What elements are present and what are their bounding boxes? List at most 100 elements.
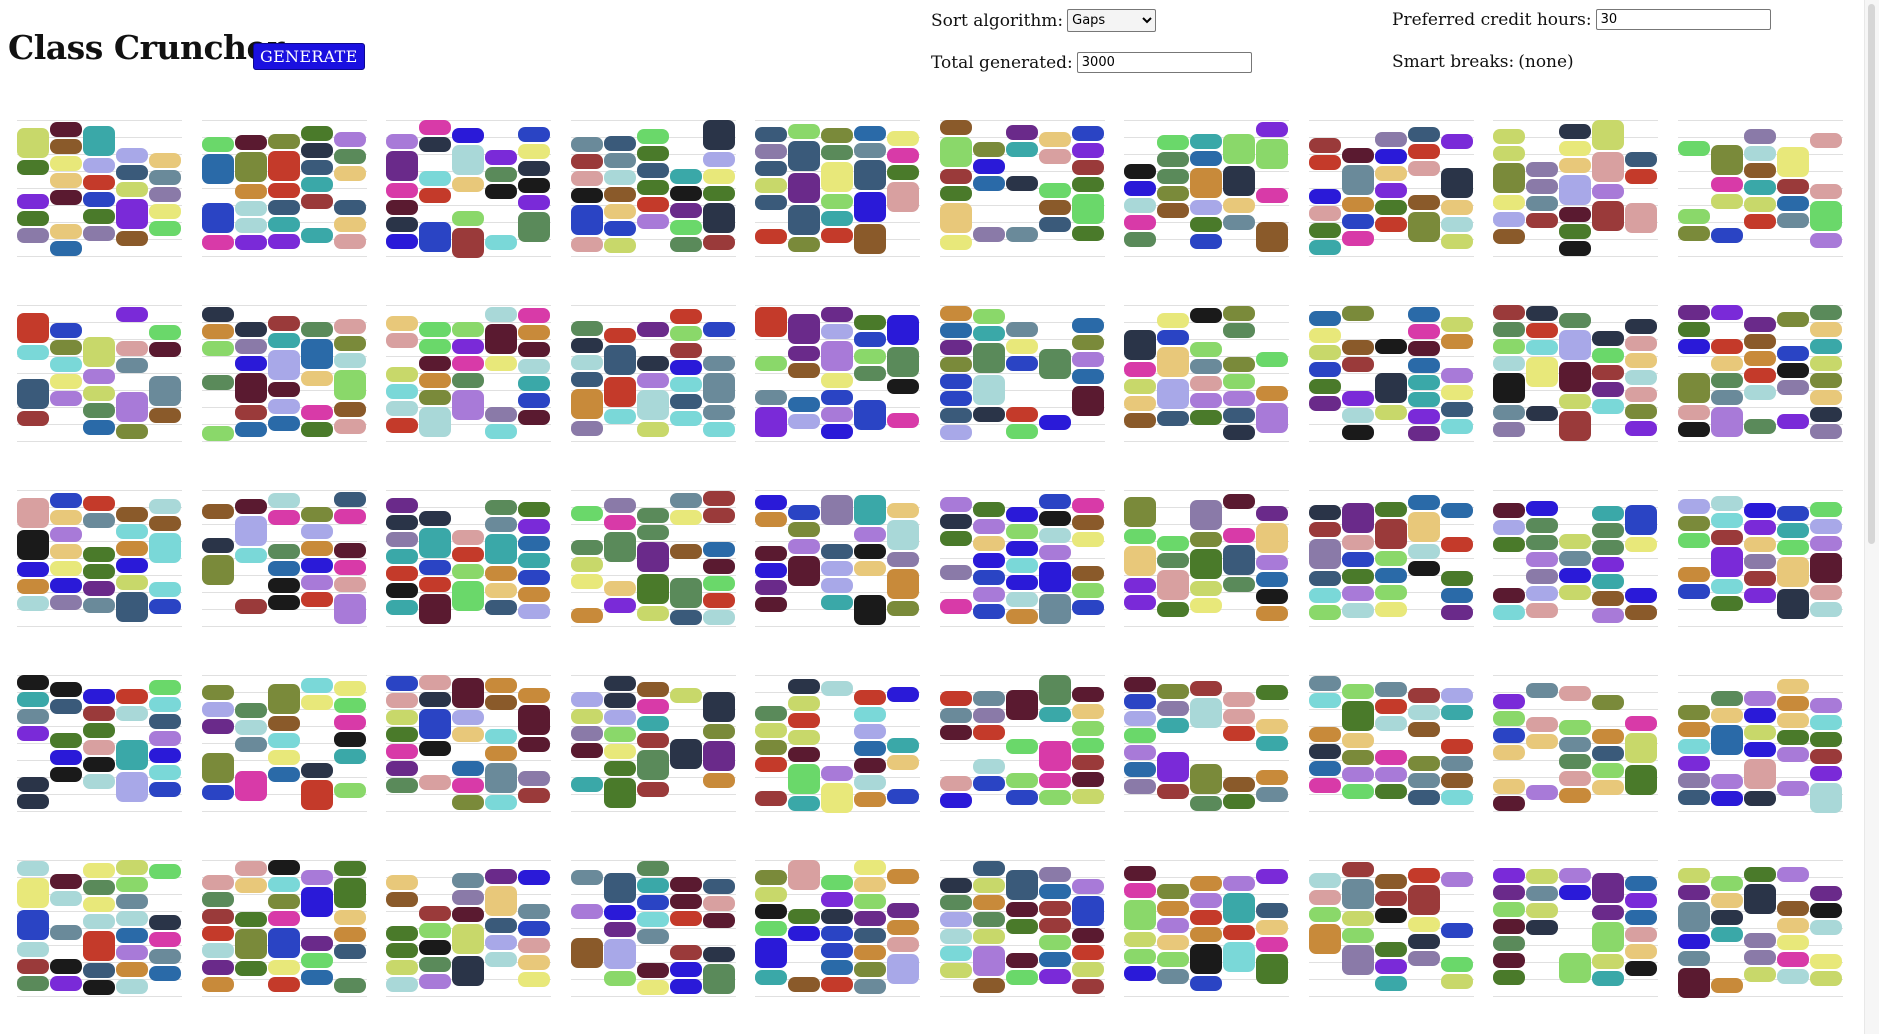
class-block[interactable] (1039, 511, 1071, 526)
class-block[interactable] (1559, 124, 1591, 139)
class-block[interactable] (1124, 728, 1156, 743)
class-block[interactable] (149, 680, 181, 695)
class-block[interactable] (1006, 524, 1038, 539)
class-block[interactable] (571, 237, 603, 252)
class-block[interactable] (788, 314, 820, 344)
class-block[interactable] (1124, 694, 1156, 709)
class-block[interactable] (1408, 885, 1440, 915)
class-block[interactable] (386, 926, 418, 941)
class-block[interactable] (1592, 591, 1624, 606)
class-block[interactable] (604, 409, 636, 424)
schedule-calendar[interactable] (17, 486, 182, 628)
class-block[interactable] (50, 767, 82, 782)
class-block[interactable] (1777, 918, 1809, 933)
schedule-calendar[interactable] (1678, 856, 1843, 998)
class-block[interactable] (1039, 149, 1071, 164)
class-block[interactable] (1777, 147, 1809, 177)
class-block[interactable] (940, 186, 972, 201)
class-block[interactable] (1157, 411, 1189, 426)
class-block[interactable] (637, 750, 669, 780)
class-block[interactable] (1526, 340, 1558, 355)
class-block[interactable] (1810, 553, 1842, 583)
class-block[interactable] (1810, 783, 1842, 813)
class-block[interactable] (604, 676, 636, 691)
class-block[interactable] (386, 532, 418, 547)
class-block[interactable] (83, 386, 115, 401)
class-block[interactable] (788, 237, 820, 252)
class-block[interactable] (637, 733, 669, 748)
class-block[interactable] (1744, 708, 1776, 723)
class-block[interactable] (973, 604, 1005, 619)
class-block[interactable] (1493, 868, 1525, 883)
class-block[interactable] (301, 678, 333, 693)
class-block[interactable] (940, 497, 972, 512)
class-block[interactable] (571, 726, 603, 741)
class-block[interactable] (1441, 974, 1473, 989)
class-block[interactable] (788, 141, 820, 171)
class-block[interactable] (419, 594, 451, 624)
class-block[interactable] (268, 561, 300, 576)
class-block[interactable] (1559, 362, 1591, 392)
class-block[interactable] (452, 322, 484, 337)
class-block[interactable] (50, 510, 82, 525)
class-block[interactable] (670, 544, 702, 559)
class-block[interactable] (703, 405, 735, 420)
class-block[interactable] (301, 371, 333, 386)
class-block[interactable] (1309, 138, 1341, 153)
class-block[interactable] (1810, 356, 1842, 371)
schedule-calendar[interactable] (1124, 856, 1289, 998)
class-block[interactable] (1810, 201, 1842, 231)
class-block[interactable] (17, 411, 49, 426)
class-block[interactable] (17, 709, 49, 724)
class-block[interactable] (1777, 589, 1809, 619)
class-block[interactable] (1039, 494, 1071, 509)
class-block[interactable] (821, 943, 853, 958)
class-block[interactable] (235, 135, 267, 150)
schedule-calendar[interactable] (1124, 301, 1289, 443)
class-block[interactable] (1810, 502, 1842, 517)
class-block[interactable] (301, 970, 333, 985)
class-block[interactable] (1408, 426, 1440, 441)
class-block[interactable] (1039, 200, 1071, 215)
class-block[interactable] (1744, 180, 1776, 195)
class-block[interactable] (973, 912, 1005, 927)
class-block[interactable] (1006, 541, 1038, 556)
class-block[interactable] (604, 328, 636, 343)
class-block[interactable] (1342, 701, 1374, 731)
schedule-calendar[interactable] (1678, 486, 1843, 628)
class-block[interactable] (637, 356, 669, 371)
class-block[interactable] (1006, 322, 1038, 337)
class-block[interactable] (1375, 183, 1407, 198)
class-block[interactable] (334, 910, 366, 925)
class-block[interactable] (149, 765, 181, 780)
class-block[interactable] (1072, 879, 1104, 894)
class-block[interactable] (1408, 705, 1440, 720)
class-block[interactable] (973, 502, 1005, 517)
class-block[interactable] (703, 559, 735, 574)
class-block[interactable] (452, 530, 484, 545)
class-block[interactable] (940, 725, 972, 740)
class-block[interactable] (17, 692, 49, 707)
class-block[interactable] (301, 126, 333, 141)
class-block[interactable] (940, 323, 972, 338)
class-block[interactable] (116, 860, 148, 875)
class-block[interactable] (1678, 885, 1710, 900)
class-block[interactable] (149, 714, 181, 729)
class-block[interactable] (149, 221, 181, 236)
class-block[interactable] (821, 307, 853, 322)
schedule-calendar[interactable] (1309, 486, 1474, 628)
class-block[interactable] (1039, 969, 1071, 984)
class-block[interactable] (1039, 884, 1071, 899)
class-block[interactable] (1190, 598, 1222, 613)
class-block[interactable] (485, 729, 517, 744)
class-block[interactable] (301, 870, 333, 885)
schedule-calendar[interactable] (202, 671, 367, 813)
class-block[interactable] (1493, 728, 1525, 743)
class-block[interactable] (83, 723, 115, 738)
class-block[interactable] (1744, 691, 1776, 706)
class-block[interactable] (887, 165, 919, 180)
class-block[interactable] (419, 322, 451, 337)
class-block[interactable] (571, 743, 603, 758)
class-block[interactable] (788, 796, 820, 811)
class-block[interactable] (419, 709, 451, 739)
